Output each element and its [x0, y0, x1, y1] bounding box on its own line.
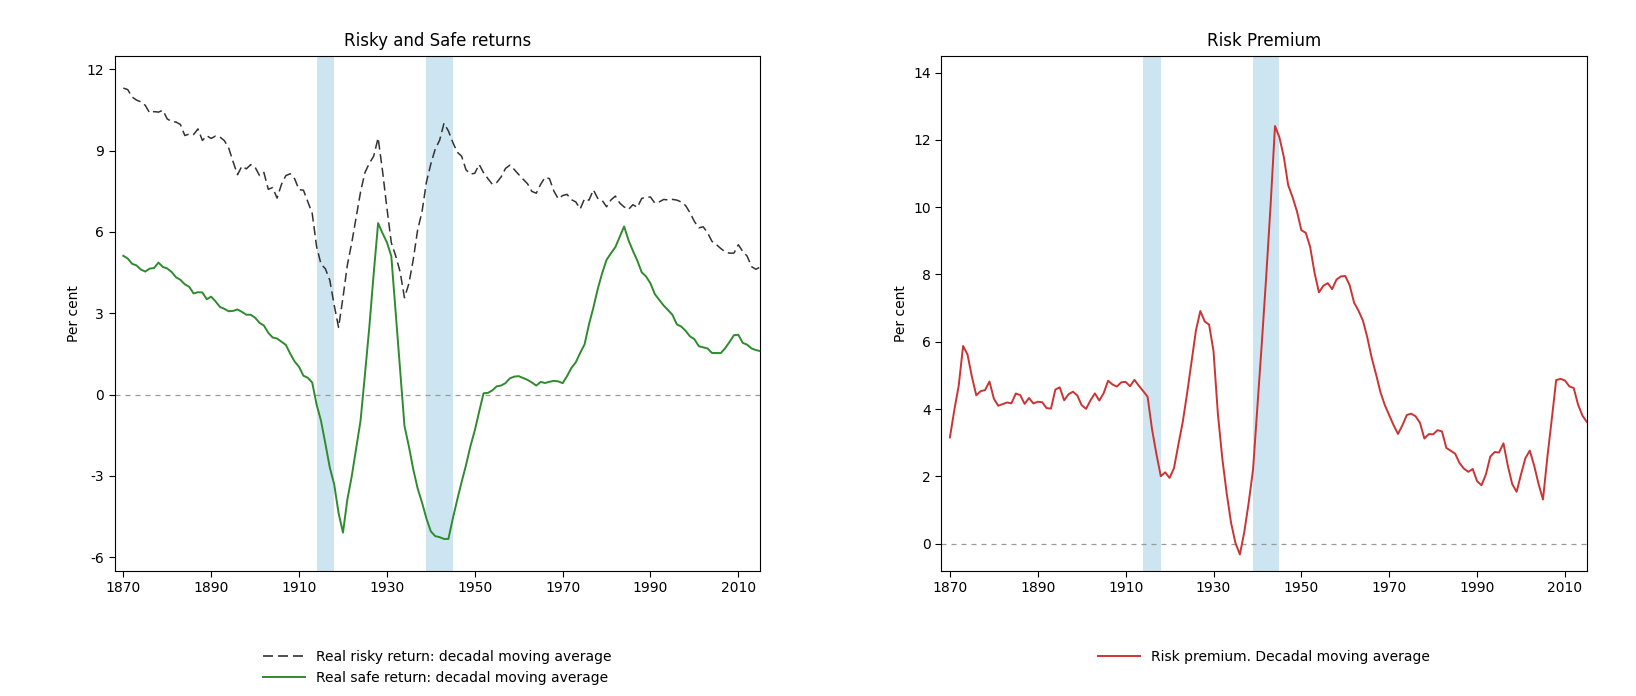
Real safe return: decadal moving average: (1.89e+03, 3.77): decadal moving average: (1.89e+03, 3.77): [188, 288, 208, 296]
Line: Real risky return: decadal moving average: Real risky return: decadal moving averag…: [123, 88, 761, 327]
Risk premium. Decadal moving average: [1577, 418, 1597, 426]
Risk premium. Decadal moving average: [1265, 122, 1284, 130]
Real risky return: decadal moving average: (1.9e+03, 7.24): decadal moving average: (1.9e+03, 7.24): [267, 194, 286, 203]
Real risky return: decadal moving average: (1.91e+03, 7.54): decadal moving average: (1.91e+03, 7.54): [293, 186, 312, 194]
Risk premium. Decadal moving average: [1322, 285, 1342, 293]
Title: Risky and Safe returns: Risky and Safe returns: [344, 32, 532, 50]
Risk premium. Decadal moving average: [1270, 133, 1289, 141]
Risk premium. Decadal moving average: [941, 433, 960, 441]
Real safe return: decadal moving average: (1.9e+03, 2.07): decadal moving average: (1.9e+03, 2.07): [267, 334, 286, 342]
Legend: Risk premium. Decadal moving average: Risk premium. Decadal moving average: [1093, 644, 1435, 670]
Bar: [427, 56, 453, 571]
Title: Risk Premium: Risk Premium: [1207, 32, 1322, 50]
Real risky return: decadal moving average: (2.02e+03, 4.71): decadal moving average: (2.02e+03, 4.71): [751, 263, 771, 271]
Y-axis label: Per cent: Per cent: [893, 285, 908, 342]
Legend: Real risky return: decadal moving average, Real safe return: decadal moving aver: Real risky return: decadal moving averag…: [258, 644, 617, 690]
Real risky return: decadal moving average: (1.89e+03, 9.8): decadal moving average: (1.89e+03, 9.8): [188, 125, 208, 133]
Real risky return: decadal moving average: (1.94e+03, 9.72): decadal moving average: (1.94e+03, 9.72): [438, 127, 458, 135]
Real safe return: decadal moving average: (1.91e+03, 0.694): decadal moving average: (1.91e+03, 0.694…: [293, 372, 312, 380]
Risk premium. Decadal moving average: [1094, 389, 1114, 397]
Real risky return: decadal moving average: (1.92e+03, 2.48): decadal moving average: (1.92e+03, 2.48): [329, 323, 348, 331]
Real safe return: decadal moving average: (1.93e+03, 6.32): decadal moving average: (1.93e+03, 6.32): [368, 219, 388, 228]
Real risky return: decadal moving average: (1.96e+03, 8.03): decadal moving average: (1.96e+03, 8.03): [491, 173, 510, 181]
Risk premium. Decadal moving average: [1098, 377, 1117, 385]
Risk premium. Decadal moving average: [1121, 382, 1140, 390]
Bar: [1144, 56, 1162, 571]
Risk premium. Decadal moving average: [1230, 551, 1250, 559]
Y-axis label: Per cent: Per cent: [67, 285, 80, 342]
Line: Risk premium. Decadal moving average: Risk premium. Decadal moving average: [951, 126, 1587, 555]
Line: Real safe return: decadal moving average: Real safe return: decadal moving average: [123, 223, 761, 539]
Real safe return: decadal moving average: (1.96e+03, 0.421): decadal moving average: (1.96e+03, 0.421…: [496, 379, 515, 387]
Real risky return: decadal moving average: (1.87e+03, 11.3): decadal moving average: (1.87e+03, 11.3): [113, 84, 133, 93]
Real safe return: decadal moving average: (1.87e+03, 5.12): decadal moving average: (1.87e+03, 5.12): [113, 252, 133, 260]
Real safe return: decadal moving average: (1.94e+03, -5.33): decadal moving average: (1.94e+03, -5.33…: [434, 535, 453, 543]
Real risky return: decadal moving average: (1.91e+03, 7.75): decadal moving average: (1.91e+03, 7.75): [272, 180, 291, 189]
Real safe return: decadal moving average: (1.94e+03, -4.58): decadal moving average: (1.94e+03, -4.58…: [443, 514, 463, 523]
Risk premium. Decadal moving average: [1014, 400, 1034, 408]
Real safe return: decadal moving average: (2.02e+03, 1.6): decadal moving average: (2.02e+03, 1.6): [751, 347, 771, 355]
Real safe return: decadal moving average: (1.91e+03, 1.95): decadal moving average: (1.91e+03, 1.95): [272, 338, 291, 346]
Bar: [1253, 56, 1279, 571]
Bar: [317, 56, 334, 571]
